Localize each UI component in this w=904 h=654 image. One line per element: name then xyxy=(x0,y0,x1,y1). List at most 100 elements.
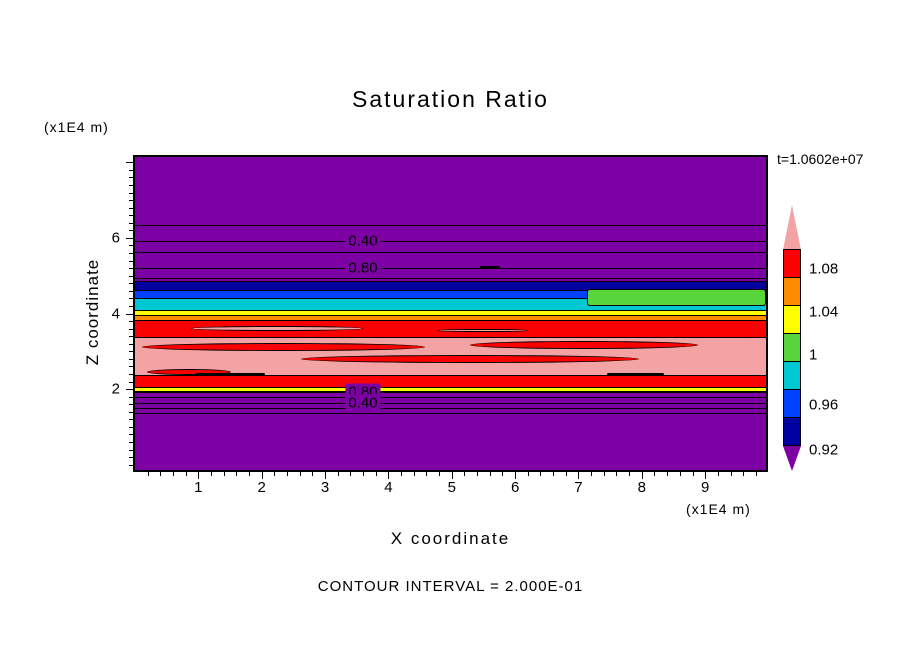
contour-line xyxy=(135,391,766,393)
x-tick xyxy=(198,472,200,479)
x-tick xyxy=(236,472,238,476)
z-tick xyxy=(129,381,133,383)
z-tick xyxy=(129,283,133,285)
x-axis-unit-label: (x1E4 m) xyxy=(686,501,751,517)
x-tick xyxy=(173,472,174,476)
contour-line xyxy=(135,277,766,279)
contour-patch xyxy=(147,369,232,376)
colorbar-tick-label: 1.04 xyxy=(809,303,839,321)
x-tick xyxy=(375,472,377,476)
contour-line xyxy=(135,224,766,226)
z-tick xyxy=(129,169,133,171)
z-tick xyxy=(129,351,133,353)
colorbar-tick-label: 1.08 xyxy=(809,260,839,278)
x-tick xyxy=(325,472,327,479)
z-tick xyxy=(129,215,133,217)
x-tick xyxy=(211,472,213,476)
z-tick xyxy=(126,162,133,164)
x-tick xyxy=(401,472,403,476)
contour-line xyxy=(135,408,766,409)
x-tick xyxy=(755,472,757,476)
z-tick xyxy=(129,275,133,277)
x-tick xyxy=(223,472,225,476)
x-tick xyxy=(679,472,681,476)
x-tick-label: 3 xyxy=(320,479,330,496)
contour-patch xyxy=(300,355,639,364)
colorbar: 1.08 1.04 1 0.96 0.92 xyxy=(783,205,838,471)
x-tick xyxy=(489,472,491,476)
x-tick xyxy=(515,472,517,479)
x-tick xyxy=(274,472,276,476)
x-tick xyxy=(185,472,187,476)
x-tick-label: 8 xyxy=(637,479,646,496)
z-tick xyxy=(129,305,133,307)
color-band xyxy=(135,387,766,391)
colorbar-arrow-down-icon xyxy=(783,446,801,471)
x-tick-label: 2 xyxy=(257,479,266,496)
colorbar-segment xyxy=(783,277,801,306)
x-tick-label: 7 xyxy=(574,479,583,496)
contour-line xyxy=(135,402,766,404)
contour-fragment xyxy=(606,372,664,375)
contour-fragment xyxy=(195,372,265,375)
z-tick xyxy=(129,411,133,413)
colorbar-arrow-up-icon xyxy=(783,205,801,250)
z-tick xyxy=(129,207,133,209)
x-tick xyxy=(641,472,643,479)
contour-interval-label: CONTOUR INTERVAL = 2.000E-01 xyxy=(317,578,584,595)
z-tick xyxy=(129,245,133,247)
z-tick xyxy=(126,313,133,315)
colorbar-segment xyxy=(783,249,801,278)
plot-title: Saturation Ratio xyxy=(352,86,549,112)
contour-line-label: 0.40 xyxy=(345,232,381,250)
contour-line xyxy=(135,240,766,242)
z-tick-label: 2 xyxy=(111,380,120,398)
z-tick xyxy=(129,192,133,194)
x-tick xyxy=(629,472,631,476)
color-band xyxy=(135,157,766,282)
contour-line-label: 0.80 xyxy=(345,259,381,277)
z-tick xyxy=(126,237,133,239)
color-band xyxy=(135,289,766,298)
z-tick xyxy=(129,442,133,444)
x-tick xyxy=(705,472,707,479)
x-tick xyxy=(413,472,415,476)
x-tick xyxy=(337,472,339,476)
x-tick xyxy=(540,472,542,476)
x-tick xyxy=(160,472,162,476)
x-tick-label: 4 xyxy=(384,479,393,496)
z-tick xyxy=(129,419,133,421)
x-tick xyxy=(578,472,580,479)
x-tick xyxy=(616,472,618,476)
x-tick xyxy=(730,472,732,476)
x-tick xyxy=(426,472,428,476)
z-tick xyxy=(129,396,133,398)
contour-line xyxy=(135,413,766,415)
z-tick xyxy=(129,336,133,338)
z-tick xyxy=(129,298,133,300)
z-tick xyxy=(129,426,133,428)
x-tick-label: 5 xyxy=(447,479,456,496)
x-tick xyxy=(249,472,251,476)
color-band xyxy=(135,314,766,321)
z-tick xyxy=(129,457,133,459)
x-tick xyxy=(464,472,466,476)
x-tick xyxy=(287,472,289,476)
x-tick xyxy=(603,472,605,476)
x-tick-label: 9 xyxy=(701,479,710,496)
color-band xyxy=(135,281,766,290)
x-tick xyxy=(654,472,656,476)
contour-line-label: 0.40 xyxy=(345,394,381,412)
z-tick xyxy=(126,389,133,391)
color-band xyxy=(135,309,766,315)
colorbar-segment xyxy=(783,305,801,334)
contour-patch xyxy=(587,288,766,306)
z-tick-label: 6 xyxy=(111,229,120,247)
x-tick xyxy=(692,472,694,476)
colorbar-tick-label: 0.92 xyxy=(809,441,839,459)
contour-plot: 0.40 0.80 0.80 0.40 xyxy=(133,155,768,472)
z-tick xyxy=(129,184,133,186)
z-tick xyxy=(129,343,133,345)
contour-patch xyxy=(437,328,528,333)
x-tick xyxy=(312,472,314,476)
